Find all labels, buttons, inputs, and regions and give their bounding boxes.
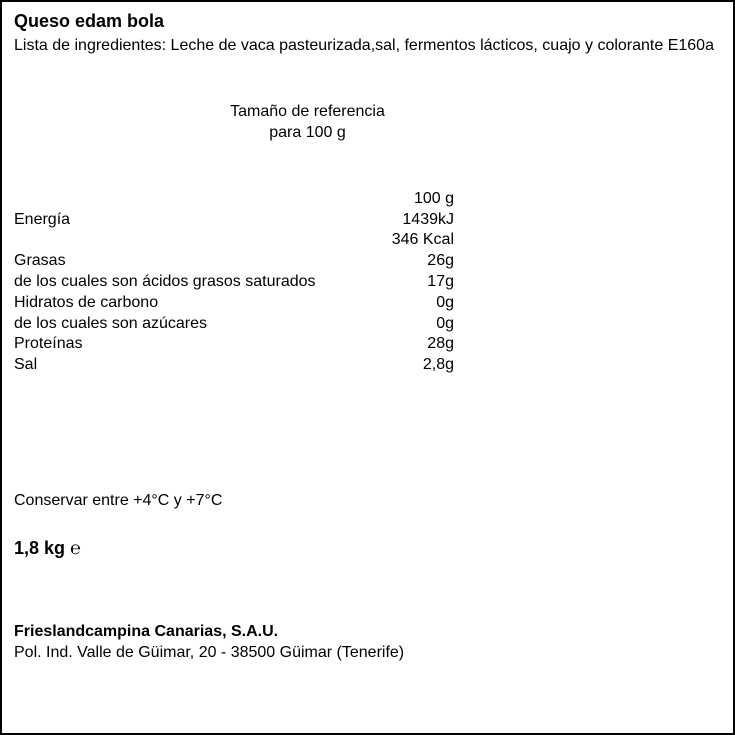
label-proteinas: Proteínas: [14, 334, 344, 355]
value-hidratos: 0g: [344, 293, 454, 314]
value-energia-kj: 1439kJ: [344, 210, 454, 231]
label-empty: [14, 230, 344, 251]
ingredients-text: Leche de vaca pasteurizada,sal, fermento…: [171, 37, 714, 54]
label-azucares: de los cuales son azúcares: [14, 314, 344, 335]
storage-instructions: Conservar entre +4°C y +7°C: [14, 491, 721, 512]
value-sal: 2,8g: [344, 355, 454, 376]
header-empty: [14, 189, 344, 210]
label-energia: Energía: [14, 210, 344, 231]
row-energia-kcal: 346 Kcal: [14, 230, 721, 251]
label-grasas-sat: de los cuales son ácidos grasos saturado…: [14, 272, 344, 293]
value-azucares: 0g: [344, 314, 454, 335]
row-grasas: Grasas 26g: [14, 251, 721, 272]
header-row: 100 g: [14, 189, 721, 210]
row-grasas-sat: de los cuales son ácidos grasos saturado…: [14, 272, 721, 293]
header-col: 100 g: [344, 189, 454, 210]
label-sal: Sal: [14, 355, 344, 376]
company-name: Frieslandcampina Canarias, S.A.U.: [14, 622, 721, 643]
value-energia-kcal: 346 Kcal: [344, 230, 454, 251]
ingredients: Lista de ingredientes: Leche de vaca pas…: [14, 36, 721, 57]
label-hidratos: Hidratos de carbono: [14, 293, 344, 314]
row-proteinas: Proteínas 28g: [14, 334, 721, 355]
reference-line2: para 100 g: [14, 123, 601, 144]
net-weight: 1,8 kg ℮: [14, 537, 721, 560]
row-sal: Sal 2,8g: [14, 355, 721, 376]
value-grasas: 26g: [344, 251, 454, 272]
nutrition-table: 100 g Energía 1439kJ 346 Kcal Grasas 26g…: [14, 189, 721, 376]
row-energia: Energía 1439kJ: [14, 210, 721, 231]
value-grasas-sat: 17g: [344, 272, 454, 293]
company-address: Pol. Ind. Valle de Güimar, 20 - 38500 Gü…: [14, 643, 721, 664]
value-proteinas: 28g: [344, 334, 454, 355]
ingredients-label: Lista de ingredientes:: [14, 37, 171, 54]
row-hidratos: Hidratos de carbono 0g: [14, 293, 721, 314]
reference-size: Tamaño de referencia para 100 g: [14, 102, 721, 144]
reference-line1: Tamaño de referencia: [14, 102, 601, 123]
row-azucares: de los cuales son azúcares 0g: [14, 314, 721, 335]
product-title: Queso edam bola: [14, 10, 721, 33]
label-grasas: Grasas: [14, 251, 344, 272]
